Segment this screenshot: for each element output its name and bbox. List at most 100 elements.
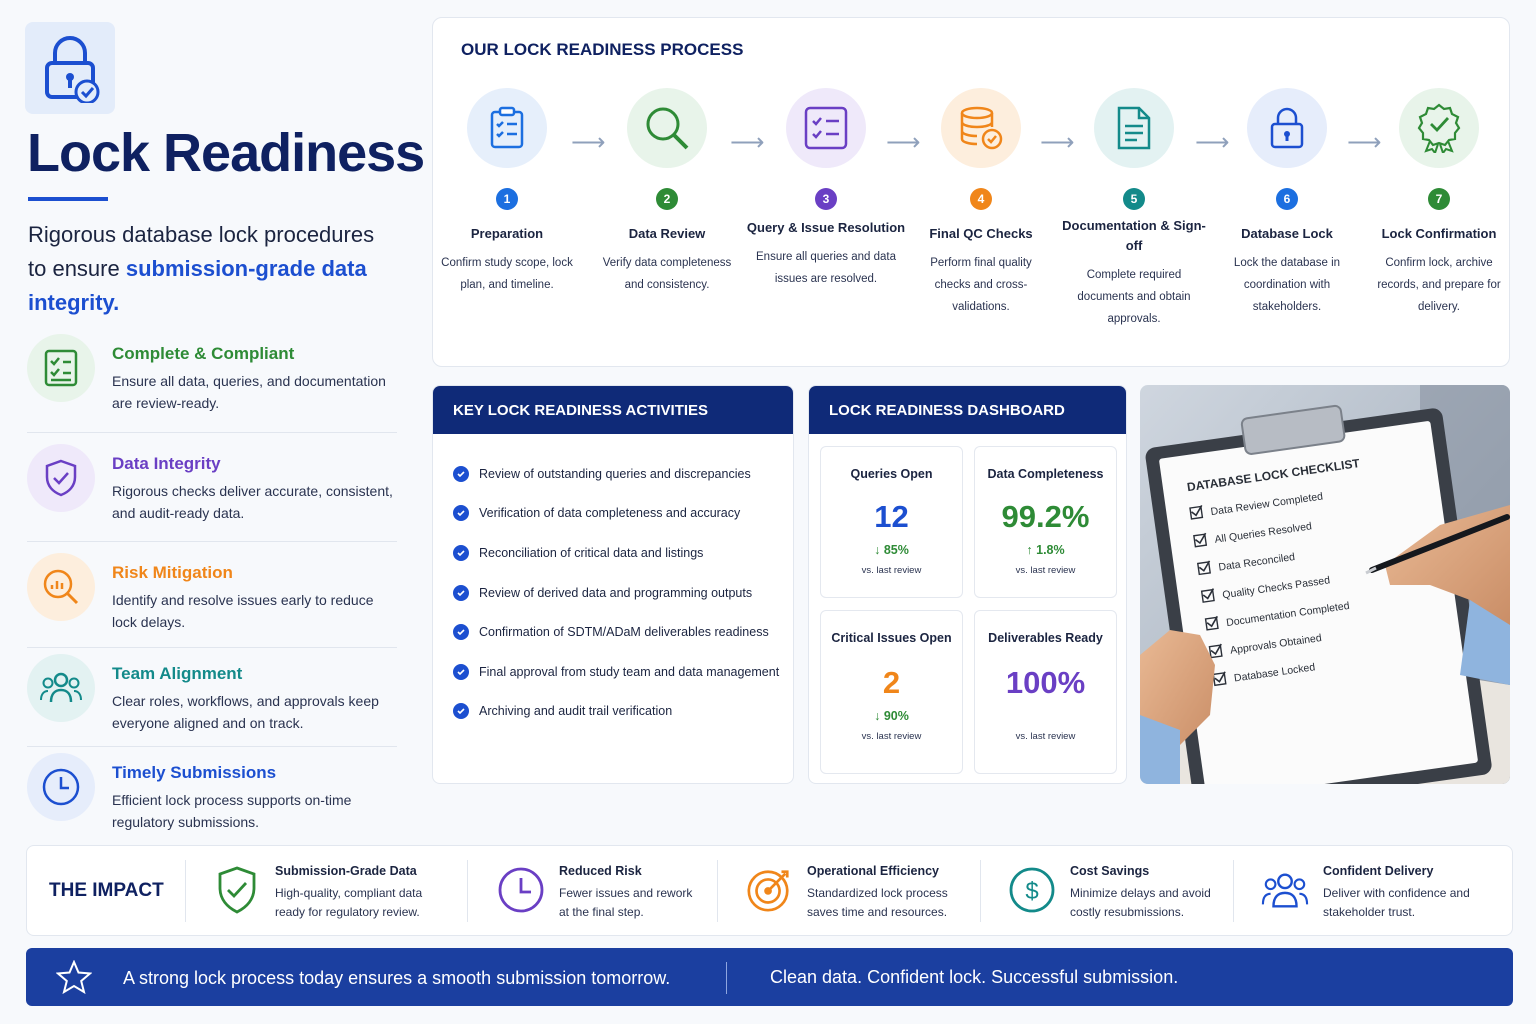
check-circle-icon <box>453 624 469 641</box>
feature-title: Complete & Compliant <box>112 344 295 363</box>
step-title: Data Review <box>628 226 706 241</box>
metric-label: Queries Open <box>850 467 933 481</box>
list-item: Archiving and audit trail verification <box>453 692 793 732</box>
feature-desc: Ensure all data, queries, and documentat… <box>112 373 386 411</box>
step-title: Preparation <box>470 226 544 241</box>
arrow-right-icon: ⟶ <box>1195 129 1230 156</box>
metric-value: 99.2% <box>1001 499 1090 534</box>
metric-note: vs. last review <box>1015 565 1076 576</box>
impact-item-title: Reduced Risk <box>559 864 642 878</box>
dashboard-title: LOCK READINESS DASHBOARD <box>809 386 1126 434</box>
step-desc: Complete required documents and obtain a… <box>1077 269 1191 325</box>
metric-change: ↓ 90% <box>874 709 909 723</box>
metric-change: ↑ 1.8% <box>1026 543 1065 557</box>
metric-change: ↓ 85% <box>874 543 909 557</box>
step-title: Lock Confirmation <box>1381 226 1497 241</box>
team-icon <box>1261 864 1309 916</box>
metric-note: vs. last review <box>861 731 922 742</box>
title-underline <box>28 197 108 201</box>
checklist-icon <box>27 334 95 402</box>
step-desc: Perform final quality checks and cross-v… <box>930 257 1032 313</box>
impact-bar: THE IMPACT Submission-Grade Data High-qua… <box>26 845 1513 936</box>
metric-label: Deliverables Ready <box>988 631 1103 645</box>
feature-list: Complete & Compliant Ensure all data, que… <box>27 334 397 837</box>
arrow-right-icon: ⟶ <box>1347 129 1382 156</box>
document-icon <box>1094 88 1174 168</box>
process-panel: OUR LOCK READINESS PROCESS 1 Preparation… <box>432 17 1510 367</box>
activity-text: Reconciliation of critical data and list… <box>479 545 704 560</box>
shield-check-icon <box>213 864 261 916</box>
metric-card-queries-open: Queries Open 12 ↓ 85% vs. last review <box>820 446 963 598</box>
impact-title: THE IMPACT <box>49 880 164 901</box>
dashboard-panel: LOCK READINESS DASHBOARD Queries Open 12… <box>808 385 1127 784</box>
feature-desc: Rigorous checks deliver accurate, consis… <box>112 483 393 521</box>
list-item: Review of derived data and programming o… <box>453 573 793 613</box>
svg-text:$: $ <box>1025 878 1038 905</box>
feature-desc: Identify and resolve issues early to red… <box>112 592 374 630</box>
subtitle-highlight: submission-grade data integrity. <box>28 256 367 315</box>
hero-subtitle: Rigorous database lock procedures to ens… <box>28 218 398 320</box>
impact-item-desc: Minimize delays and avoid costly resubmi… <box>1070 886 1211 919</box>
impact-item-reduced-risk: Reduced Risk Fewer issues and rework at t… <box>497 864 699 922</box>
metric-card-deliverables-ready: Deliverables Ready 100% vs. last review <box>974 610 1117 774</box>
process-step-data-review: 2 Data Review Verify data completeness a… <box>587 88 747 296</box>
activity-text: Review of outstanding queries and discre… <box>479 466 751 481</box>
check-circle-icon <box>453 505 469 522</box>
metric-card-critical-issues: Critical Issues Open 2 ↓ 90% vs. last re… <box>820 610 963 774</box>
feature-title: Team Alignment <box>112 664 243 683</box>
metric-label: Critical Issues Open <box>831 631 952 645</box>
list-item: Verification of data completeness and ac… <box>453 494 793 534</box>
list-item: Final approval from study team and data … <box>453 652 793 692</box>
metric-note: vs. last review <box>861 565 922 576</box>
arrow-right-icon: ⟶ <box>571 129 606 156</box>
checklist-photo: DATABASE LOCK CHECKLIST Data Review Comp… <box>1140 385 1510 784</box>
page-title: Lock Readiness <box>27 123 425 183</box>
process-step-documentation: 5 Documentation & Sign-off Complete requ… <box>1054 88 1214 330</box>
check-circle-icon <box>453 544 469 561</box>
step-number: 2 <box>656 188 678 210</box>
task-list-icon <box>786 88 866 168</box>
step-title: Documentation & Sign-off <box>1062 218 1206 253</box>
badge-check-icon <box>1399 88 1479 168</box>
feature-title: Risk Mitigation <box>112 563 233 582</box>
impact-item-desc: High-quality, compliant data ready for r… <box>275 886 423 919</box>
check-circle-icon <box>453 584 469 601</box>
subtitle-text: Rigorous database lock procedures to ens… <box>28 222 375 281</box>
impact-item-submission-grade: Submission-Grade Data High-quality, compl… <box>213 864 445 922</box>
metric-card-data-completeness: Data Completeness 99.2% ↑ 1.8% vs. last … <box>974 446 1117 598</box>
metric-note: vs. last review <box>1015 731 1076 742</box>
arrow-right-icon: ⟶ <box>1040 129 1075 156</box>
database-check-icon <box>941 88 1021 168</box>
step-number: 1 <box>496 188 518 210</box>
step-title: Database Lock <box>1241 226 1333 241</box>
team-icon <box>27 654 95 722</box>
divider <box>717 860 718 922</box>
divider <box>467 860 468 922</box>
impact-item-cost-savings: $ Cost Savings Minimize delays and avoid … <box>1008 864 1230 922</box>
divider <box>980 860 981 922</box>
footer-motto: Clean data. Confident lock. Successful s… <box>770 967 1179 987</box>
process-step-final-qc: 4 Final QC Checks Perform final quality … <box>901 88 1061 318</box>
activity-text: Archiving and audit trail verification <box>479 704 673 719</box>
clock-icon <box>27 753 95 821</box>
activities-list: Review of outstanding queries and discre… <box>433 434 793 731</box>
footer-banner: A strong lock process today ensures a sm… <box>26 948 1513 1006</box>
step-title: Final QC Checks <box>929 226 1033 241</box>
footer-tagline: A strong lock process today ensures a sm… <box>123 968 671 988</box>
process-step-lock-confirmation: 7 Lock Confirmation Confirm lock, archiv… <box>1359 88 1519 318</box>
feature-desc: Efficient lock process supports on-time … <box>112 792 352 830</box>
chart-magnifier-icon <box>27 553 95 621</box>
lock-icon <box>1247 88 1327 168</box>
activities-title: KEY LOCK READINESS ACTIVITIES <box>433 386 793 434</box>
step-desc: Verify data completeness and consistency… <box>602 257 732 291</box>
divider <box>1233 860 1234 922</box>
step-title: Query & Issue Resolution <box>746 220 906 235</box>
magnifier-icon <box>627 88 707 168</box>
impact-item-title: Submission-Grade Data <box>275 864 417 878</box>
dollar-icon: $ <box>1008 864 1056 916</box>
activity-text: Review of derived data and programming o… <box>479 585 753 600</box>
step-number: 6 <box>1276 188 1298 210</box>
metric-value: 100% <box>1005 665 1086 700</box>
shield-check-icon <box>27 444 95 512</box>
impact-item-operational-efficiency: Operational Efficiency Standardized lock … <box>745 864 967 922</box>
